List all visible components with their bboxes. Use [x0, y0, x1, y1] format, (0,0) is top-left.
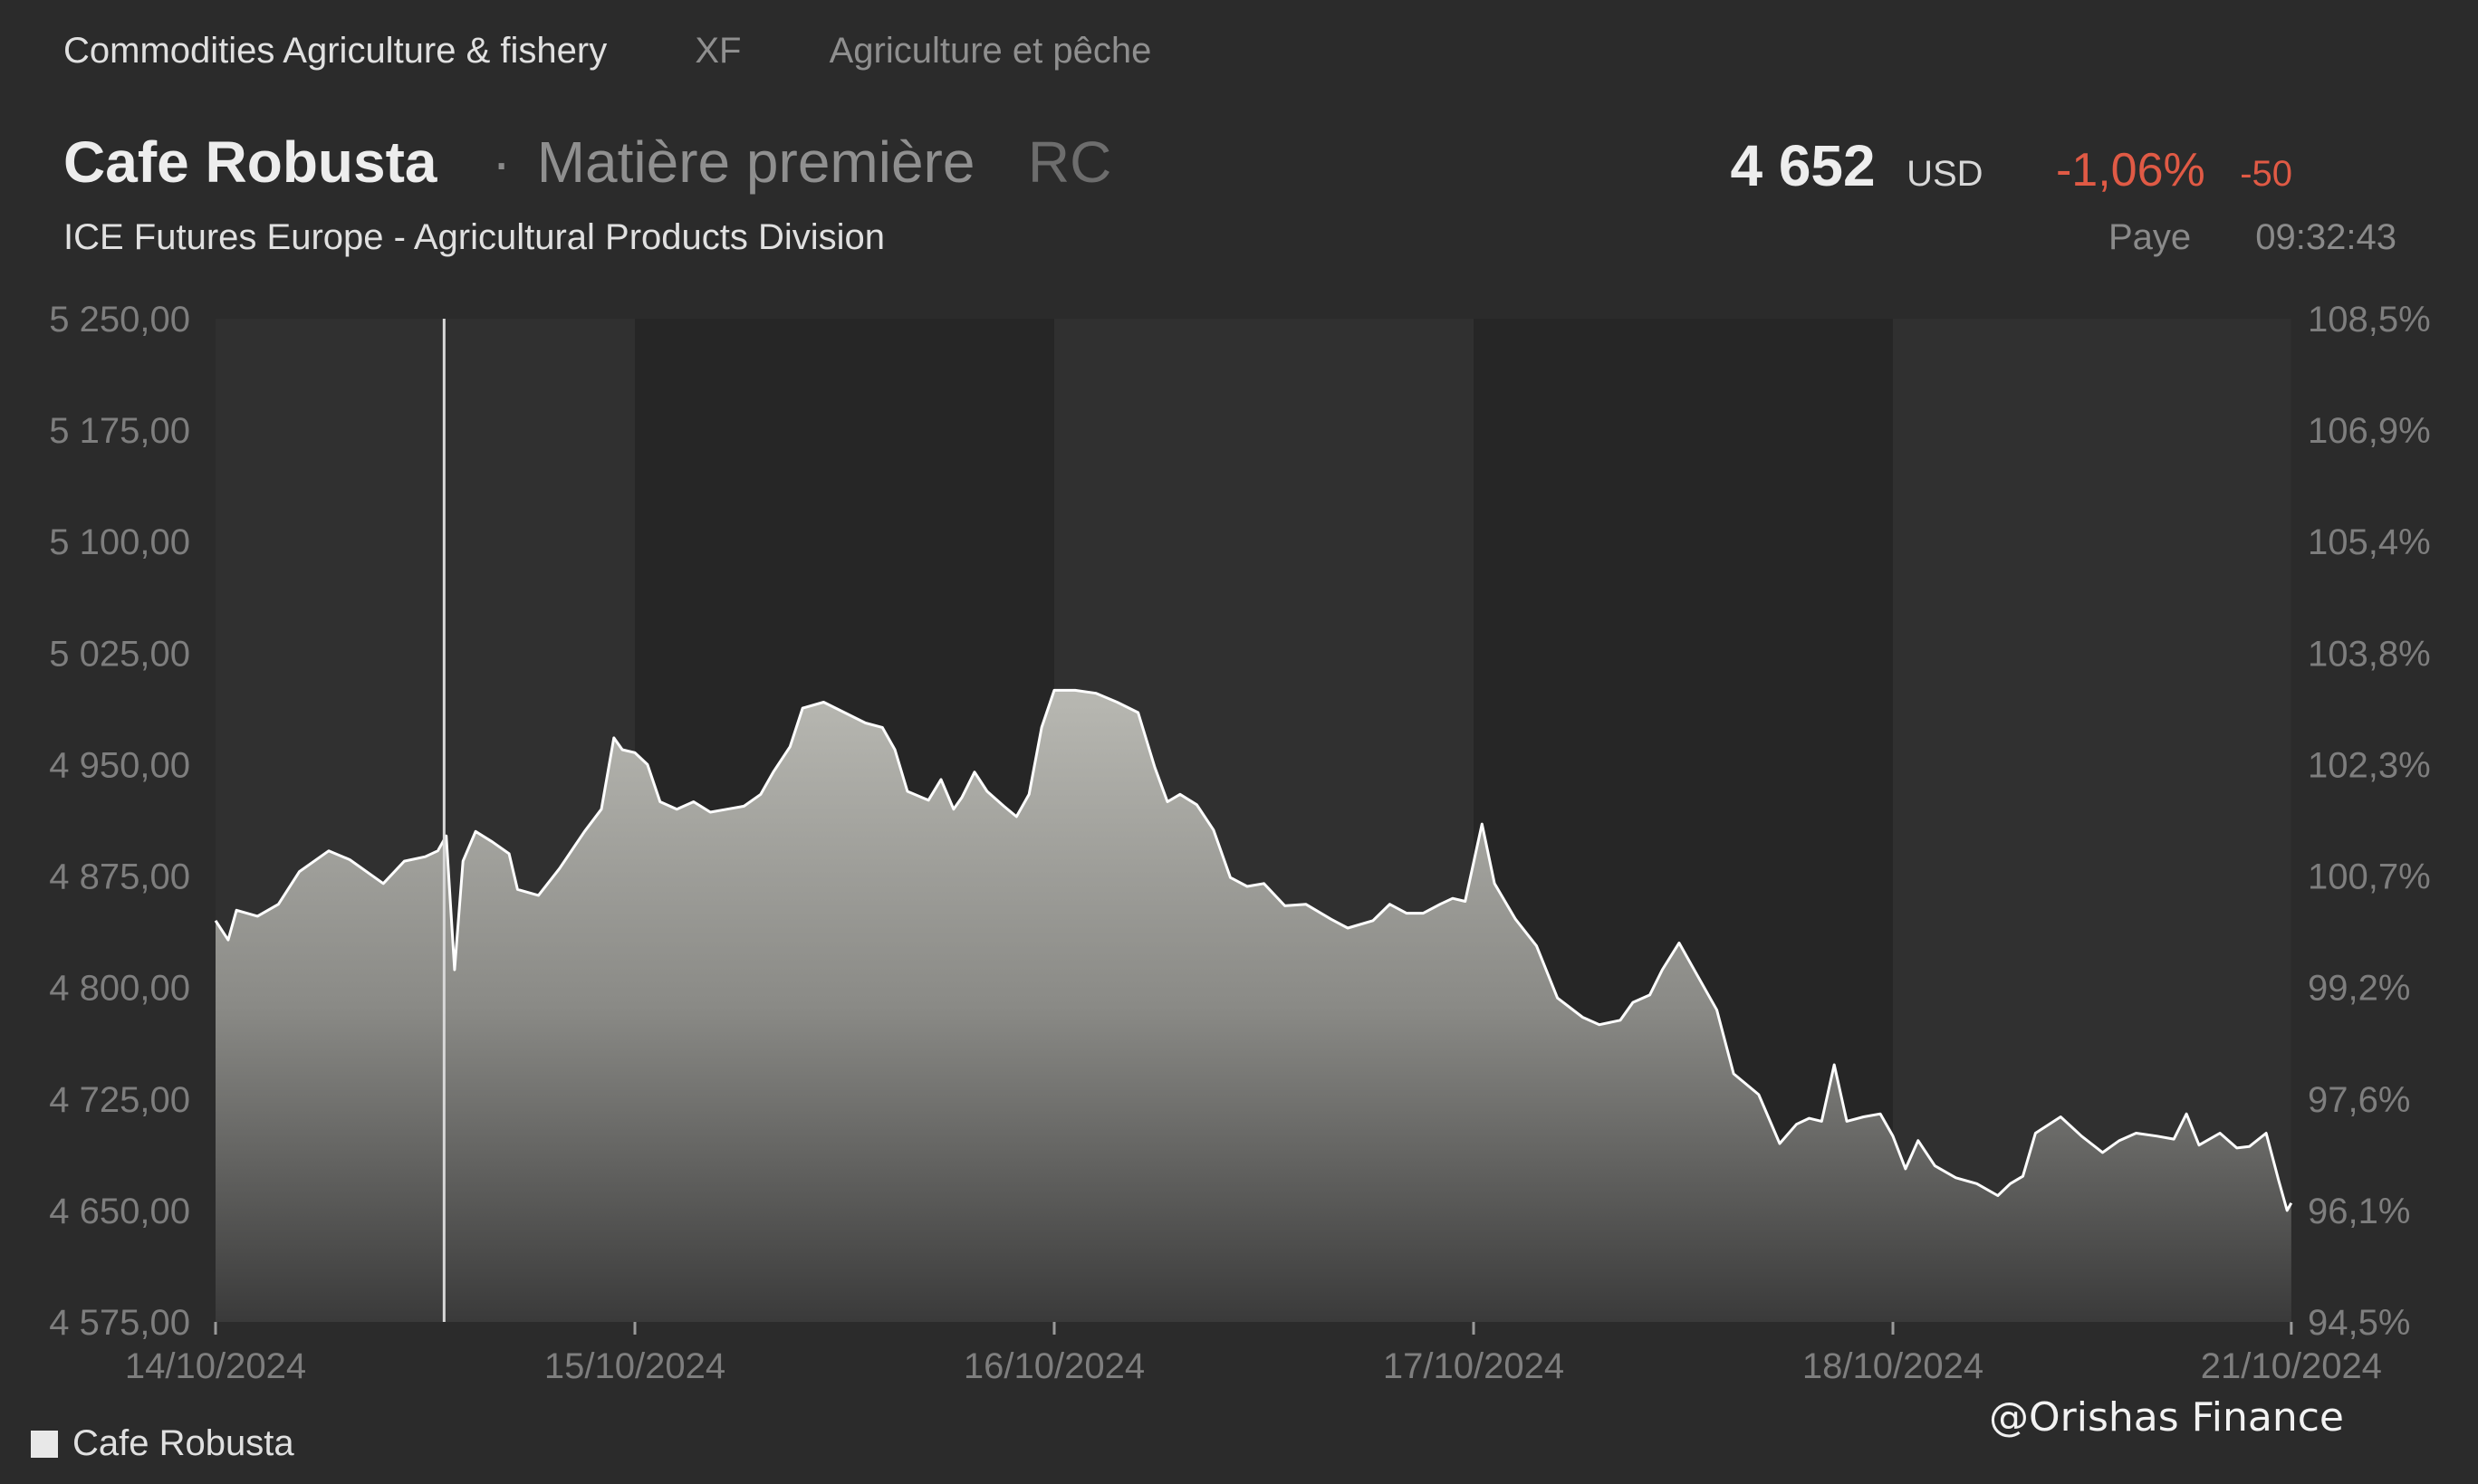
- legend-label: Cafe Robusta: [72, 1423, 294, 1463]
- y-tick-label: 4 875,00: [49, 857, 190, 897]
- last-price: 4 652: [1730, 133, 1876, 198]
- x-tick-label: 15/10/2024: [544, 1346, 725, 1386]
- y-tick-label: 4 725,00: [49, 1080, 190, 1120]
- y-tick-label: 4 650,00: [49, 1192, 190, 1231]
- y-tick-label: 4 950,00: [49, 745, 190, 785]
- y2-tick-label: 99,2%: [2308, 969, 2410, 1009]
- price-area: [216, 690, 2291, 1322]
- instrument-type: Matière première: [536, 129, 975, 195]
- breadcrumb: Commodities Agriculture & fishery XF Agr…: [63, 31, 1229, 72]
- y2-tick-label: 102,3%: [2308, 745, 2431, 785]
- chart-legend[interactable]: Cafe Robusta: [31, 1423, 294, 1464]
- quote-status: Paye 09:32:43: [2108, 217, 2396, 258]
- y-tick-label: 5 175,00: [49, 411, 190, 451]
- y2-tick-label: 96,1%: [2308, 1192, 2410, 1231]
- watermark: @Orishas Finance: [1989, 1394, 2344, 1441]
- y2-tick-label: 97,6%: [2308, 1080, 2410, 1120]
- currency: USD: [1907, 154, 1983, 194]
- y2-tick-label: 103,8%: [2308, 634, 2431, 674]
- y2-tick-label: 105,4%: [2308, 522, 2431, 562]
- instrument-header: Cafe Robusta · Matière première RC: [63, 129, 1111, 196]
- y-tick-label: 5 250,00: [49, 300, 190, 340]
- breadcrumb-category-fr[interactable]: Agriculture et pêche: [829, 31, 1152, 71]
- y-tick-label: 5 100,00: [49, 522, 190, 562]
- instrument-name: Cafe Robusta: [63, 129, 437, 195]
- breadcrumb-code[interactable]: XF: [695, 31, 742, 71]
- x-tick-label: 14/10/2024: [125, 1346, 306, 1386]
- legend-swatch: [31, 1430, 58, 1458]
- price-line: [214, 688, 2293, 1212]
- x-tick-label: 17/10/2024: [1383, 1346, 1564, 1386]
- quote-panel: 4 652 USD -1,06% -50: [1730, 132, 2292, 199]
- instrument-code: RC: [1027, 129, 1112, 195]
- change-absolute: -50: [2240, 154, 2292, 194]
- y2-tick-label: 106,9%: [2308, 411, 2431, 451]
- y-tick-label: 4 800,00: [49, 969, 190, 1009]
- y-tick-label: 5 025,00: [49, 634, 190, 674]
- y2-tick-label: 108,5%: [2308, 300, 2431, 340]
- breadcrumb-category[interactable]: Commodities Agriculture & fishery: [63, 31, 608, 71]
- exchange-name: ICE Futures Europe - Agricultural Produc…: [63, 217, 886, 257]
- market-status: Paye: [2108, 217, 2192, 257]
- title-separator: ·: [491, 129, 512, 195]
- x-tick-label: 18/10/2024: [1802, 1346, 1983, 1386]
- y-tick-label: 4 575,00: [49, 1303, 190, 1343]
- x-tick-label: 21/10/2024: [2201, 1346, 2382, 1386]
- y2-tick-label: 94,5%: [2308, 1303, 2410, 1343]
- y2-tick-label: 100,7%: [2308, 857, 2431, 897]
- change-percent: -1,06%: [2055, 144, 2205, 196]
- quote-time: 09:32:43: [2255, 217, 2396, 257]
- x-tick-label: 16/10/2024: [964, 1346, 1145, 1386]
